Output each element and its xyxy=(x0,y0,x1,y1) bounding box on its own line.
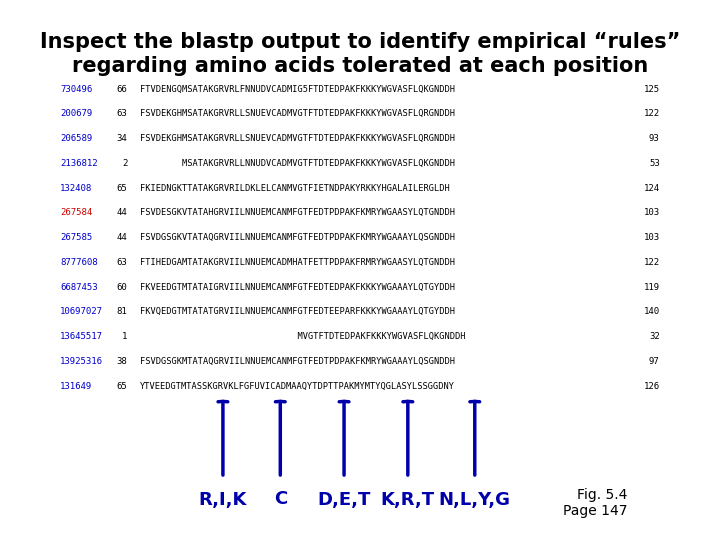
Text: FSVDGSGKMTATAQGRVIILNNUEMCANMFGTFEDTPDPAKFKMRYWGAAAYLQSGNDDH: FSVDGSGKMTATAQGRVIILNNUEMCANMFGTFEDTPDPA… xyxy=(140,357,455,366)
Text: 6687453: 6687453 xyxy=(60,282,98,292)
Text: 122: 122 xyxy=(644,109,660,118)
Text: FTIHEDGAMTATAKGRVIILNNUEMCADMHATFETTPDPAKFRMRYWGAASYLQTGNDDH: FTIHEDGAMTATAKGRVIILNNUEMCADMHATFETTPDPA… xyxy=(140,258,455,267)
Text: 8777608: 8777608 xyxy=(60,258,98,267)
Text: FSVDGSGKVTATAQGRVIILNNUEMCANMFGTFEDTPDPAKFKMRYWGAAAYLQSGNDDH: FSVDGSGKVTATAQGRVIILNNUEMCANMFGTFEDTPDPA… xyxy=(140,233,455,242)
Text: FTVDENGQMSATAKGRVRLFNNUDVCADMIG5FTDTEDPAKFKKKYWGVASFLQKGNDDH: FTVDENGQMSATAKGRVRLFNNUDVCADMIG5FTDTEDPA… xyxy=(140,85,455,93)
Text: 131649: 131649 xyxy=(60,382,93,390)
Text: D,E,T: D,E,T xyxy=(318,490,371,509)
Text: 730496: 730496 xyxy=(60,85,93,93)
Text: 34: 34 xyxy=(117,134,127,143)
Text: 119: 119 xyxy=(644,282,660,292)
Text: 126: 126 xyxy=(644,382,660,390)
Text: 53: 53 xyxy=(649,159,660,168)
Text: 103: 103 xyxy=(644,208,660,218)
Text: C: C xyxy=(274,490,287,509)
Text: FKIEDNGKTTATAKGRVRILDKLELCANMVGTFIETNDPAKYRKKYHGALAILERGLDH: FKIEDNGKTTATAKGRVRILDKLELCANMVGTFIETNDPA… xyxy=(140,184,450,193)
Text: 267585: 267585 xyxy=(60,233,93,242)
Text: 13925316: 13925316 xyxy=(60,357,103,366)
Text: 132408: 132408 xyxy=(60,184,93,193)
Text: R,I,K: R,I,K xyxy=(199,490,247,509)
Text: FSVDEKGHMSATAKGRVRLLSNUEVCADMVGTFTDTEDPAKFKKKYWGVASFLQRGNDDH: FSVDEKGHMSATAKGRVRLLSNUEVCADMVGTFTDTEDPA… xyxy=(140,109,455,118)
Text: 140: 140 xyxy=(644,307,660,316)
Text: MVGTFTDTEDPAKFKKKYWGVASFLQKGNDDH: MVGTFTDTEDPAKFKKKYWGVASFLQKGNDDH xyxy=(140,332,466,341)
Text: FKVQEDGTMTATATGRVIILNNUEMCANMFGTFEDTEEPARFKKKYWGAAAYLQTGYDDH: FKVQEDGTMTATATGRVIILNNUEMCANMFGTFEDTEEPA… xyxy=(140,307,455,316)
Text: 63: 63 xyxy=(117,258,127,267)
Text: 44: 44 xyxy=(117,233,127,242)
Text: 60: 60 xyxy=(117,282,127,292)
Text: 10697027: 10697027 xyxy=(60,307,103,316)
Text: Fig. 5.4
Page 147: Fig. 5.4 Page 147 xyxy=(563,488,628,518)
Text: 267584: 267584 xyxy=(60,208,93,218)
Text: 63: 63 xyxy=(117,109,127,118)
Text: 93: 93 xyxy=(649,134,660,143)
Text: N,L,Y,G: N,L,Y,G xyxy=(438,490,510,509)
Text: 1: 1 xyxy=(122,332,127,341)
Text: 2: 2 xyxy=(122,159,127,168)
Text: 65: 65 xyxy=(117,184,127,193)
Text: 103: 103 xyxy=(644,233,660,242)
Text: 97: 97 xyxy=(649,357,660,366)
Text: K,R,T: K,R,T xyxy=(381,490,435,509)
Text: MSATAKGRVRLLNNUDVCADMVGTFTDTEDPAKFKKKYWGVASFLQKGNDDH: MSATAKGRVRLLNNUDVCADMVGTFTDTEDPAKFKKKYWG… xyxy=(140,159,455,168)
Text: 65: 65 xyxy=(117,382,127,390)
Text: Inspect the blastp output to identify empirical “rules”
regarding amino acids to: Inspect the blastp output to identify em… xyxy=(40,32,680,76)
Text: 124: 124 xyxy=(644,184,660,193)
Text: 206589: 206589 xyxy=(60,134,93,143)
Text: YTVEEDGTMTASSKGRVKLFGFUVICADMAAQYTDPTTPAKMYMTYQGLASYLSSGGDNY: YTVEEDGTMTASSKGRVKLFGFUVICADMAAQYTDPTTPA… xyxy=(140,382,455,390)
Text: 38: 38 xyxy=(117,357,127,366)
Text: 122: 122 xyxy=(644,258,660,267)
Text: FSVDESGKVTATAHGRVIILNNUEMCANMFGTFEDTPDPAKFKMRYWGAASYLQTGNDDH: FSVDESGKVTATAHGRVIILNNUEMCANMFGTFEDTPDPA… xyxy=(140,208,455,218)
Text: 125: 125 xyxy=(644,85,660,93)
Text: FSVDEKGHMSATAKGRVRLLSNUEVCADMVGTFTDTEDPAKFKKKYWGVASFLQRGNDDH: FSVDEKGHMSATAKGRVRLLSNUEVCADMVGTFTDTEDPA… xyxy=(140,134,455,143)
Text: 81: 81 xyxy=(117,307,127,316)
Text: 13645517: 13645517 xyxy=(60,332,103,341)
Text: 66: 66 xyxy=(117,85,127,93)
Text: FKVEEDGTMTATAIGRVIILNNUEMCANMFGTFEDTEDPAKFKKKYWGAAAYLQTGYDDH: FKVEEDGTMTATAIGRVIILNNUEMCANMFGTFEDTEDPA… xyxy=(140,282,455,292)
Text: 200679: 200679 xyxy=(60,109,93,118)
Text: 44: 44 xyxy=(117,208,127,218)
Text: 32: 32 xyxy=(649,332,660,341)
Text: 2136812: 2136812 xyxy=(60,159,98,168)
